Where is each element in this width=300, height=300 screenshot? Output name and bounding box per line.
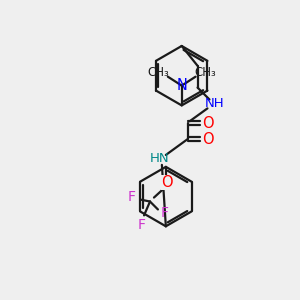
Text: F: F xyxy=(138,218,146,232)
Text: HN: HN xyxy=(150,152,170,165)
Text: O: O xyxy=(202,116,213,131)
Text: F: F xyxy=(127,190,135,204)
Text: F: F xyxy=(161,206,169,220)
Text: NH: NH xyxy=(205,97,224,110)
Text: CH₃: CH₃ xyxy=(147,66,169,79)
Text: O: O xyxy=(202,132,213,147)
Text: N: N xyxy=(176,78,187,93)
Text: CH₃: CH₃ xyxy=(195,66,216,79)
Text: O: O xyxy=(161,175,173,190)
